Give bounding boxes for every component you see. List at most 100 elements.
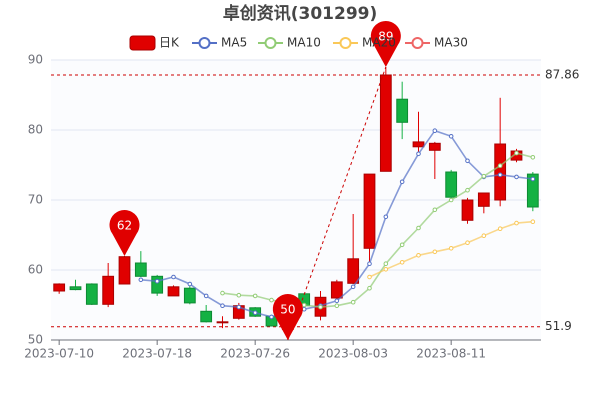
ma-point [399, 242, 405, 248]
candle-body [200, 310, 213, 323]
legend-icon [198, 37, 211, 49]
ma-point [154, 278, 160, 284]
candle-body [151, 275, 164, 294]
x-tick-label: 2023-08-11 [416, 347, 486, 361]
ma-point [530, 155, 536, 160]
ma-point [367, 261, 372, 267]
y-tick-label: 80 [28, 123, 43, 137]
mark-pin-label: 89 [378, 30, 393, 44]
ma-point [481, 233, 487, 238]
ma-point [269, 314, 274, 320]
legend-icon [264, 37, 277, 49]
ma-point [350, 284, 356, 290]
ma-point [497, 163, 503, 168]
ma-point [432, 249, 438, 255]
candle-body [118, 256, 131, 285]
legend-label[interactable]: 日K [159, 36, 180, 50]
ma-point [497, 172, 503, 178]
legend-icon [339, 37, 352, 49]
ma-point [416, 225, 421, 231]
ma-point [252, 310, 258, 316]
candle-body [461, 199, 474, 221]
mark-pin [109, 209, 140, 256]
ma-point [465, 158, 470, 164]
candle-body [477, 192, 490, 207]
ma-point [138, 277, 144, 283]
mark-pin [370, 21, 401, 68]
candle-body [134, 262, 147, 277]
candle-body [347, 258, 360, 284]
ma-point [220, 303, 225, 309]
candle-body [412, 141, 425, 148]
chart-title: 卓创资讯(301299) [223, 3, 378, 24]
candle-body [102, 275, 115, 305]
ma-point [514, 220, 519, 226]
mark-line-label: 87.86 [545, 67, 579, 81]
ma-point [367, 285, 372, 291]
x-tick-label: 2023-07-18 [122, 347, 192, 361]
ma-point [334, 298, 340, 304]
ma-point [465, 187, 470, 193]
y-tick-label: 70 [28, 193, 43, 207]
ma-point [350, 299, 356, 305]
ma-point [399, 179, 405, 185]
mark-pin-label: 62 [117, 219, 132, 233]
ma-point [383, 267, 389, 272]
x-tick-label: 2023-07-10 [24, 347, 94, 361]
candle-body [183, 287, 196, 304]
mark-line-label: 51.9 [545, 319, 572, 333]
legend-icon [411, 37, 424, 49]
legend-label[interactable]: MA20 [362, 36, 396, 50]
ma-point [481, 173, 487, 179]
ma-point [514, 150, 519, 156]
ma-point [497, 226, 503, 231]
candle-body [330, 281, 343, 299]
candle-body [69, 286, 82, 291]
ma-point [530, 176, 536, 182]
candle-body [216, 321, 229, 324]
y-tick-label: 90 [28, 53, 43, 67]
mark-pin [272, 294, 303, 340]
ma-point [383, 261, 389, 267]
x-tick-label: 2023-08-03 [318, 347, 388, 361]
ma-point [236, 304, 242, 310]
ma-point [203, 293, 209, 299]
y-tick-label: 50 [28, 333, 43, 347]
ma-point [416, 151, 421, 157]
ma-point [448, 134, 454, 139]
candle-body [85, 283, 98, 305]
ma-point [432, 207, 438, 213]
y-tick-label: 60 [28, 263, 43, 277]
mark-pin-label: 50 [280, 303, 295, 317]
ma-point [448, 197, 454, 203]
ma-point [416, 253, 421, 258]
candle-body [167, 286, 180, 297]
ma-point [301, 302, 307, 308]
legend-label[interactable]: MA30 [434, 36, 468, 50]
legend-label[interactable]: MA5 [221, 36, 247, 50]
candle-body [428, 142, 441, 151]
legend-label[interactable]: MA10 [287, 36, 321, 50]
ma-point [514, 174, 519, 180]
ma-point [448, 246, 454, 251]
ma-point [171, 274, 176, 280]
ma-point [252, 293, 258, 299]
candle-body [53, 283, 66, 292]
legend-icon [129, 35, 156, 51]
ma-point [399, 260, 405, 265]
ma-point [220, 290, 225, 296]
ma-point [236, 292, 242, 298]
ma-point [465, 240, 470, 245]
candle-body [379, 74, 392, 172]
ma-point [187, 281, 193, 287]
min-max-line [287, 66, 387, 341]
ma-point [367, 274, 372, 280]
candle-body [363, 173, 376, 249]
ma-point [318, 304, 323, 310]
ma-point [269, 297, 274, 303]
ma-point [432, 128, 438, 133]
ma-point [301, 306, 307, 312]
x-tick-label: 2023-07-26 [220, 347, 290, 361]
candle-body [526, 173, 539, 208]
